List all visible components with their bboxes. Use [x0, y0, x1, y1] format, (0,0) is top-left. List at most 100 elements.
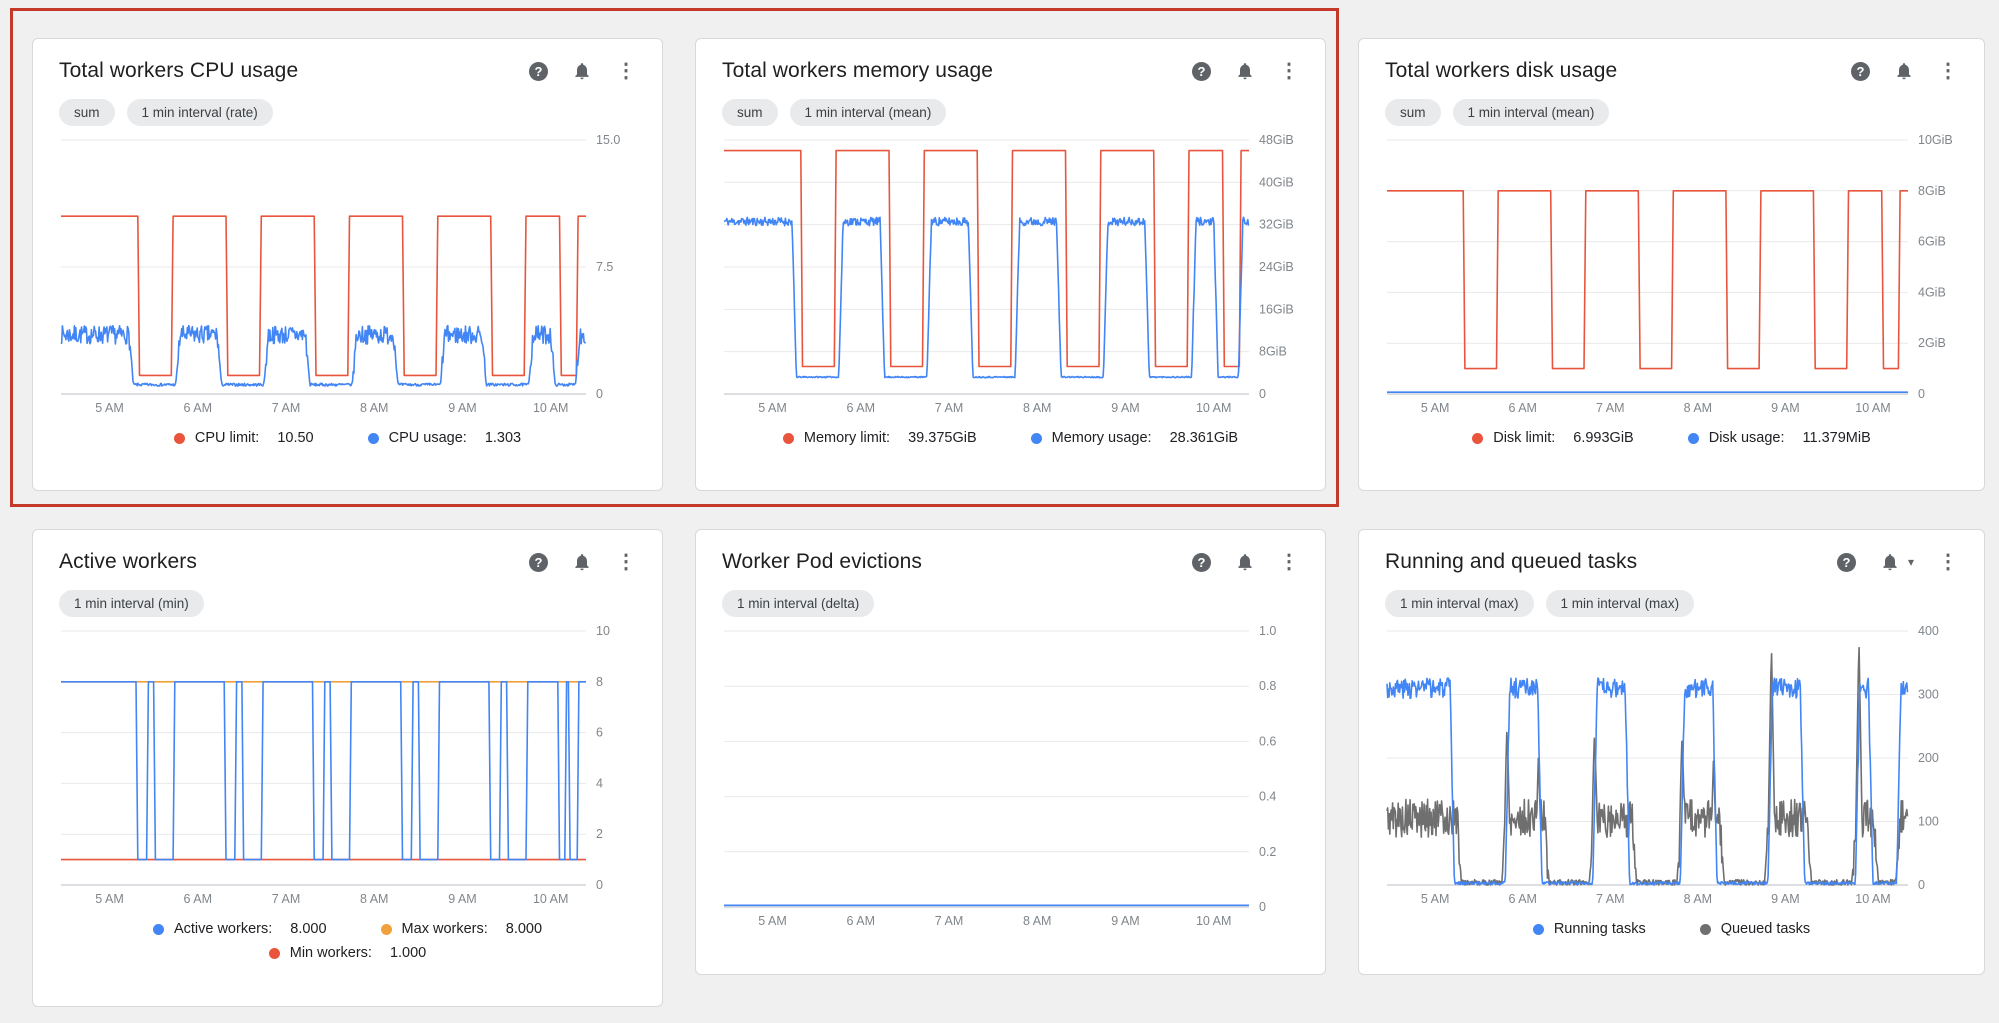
svg-text:6: 6: [596, 726, 603, 740]
legend-color-dot: [1687, 432, 1699, 444]
overflow-menu-icon[interactable]: ⋮: [616, 551, 636, 573]
card-header: Total workers memory usage ? ⋮: [722, 59, 1299, 83]
card-title: Total workers memory usage: [722, 59, 994, 82]
chart-config-chips: sum 1 min interval (mean): [1385, 99, 1958, 126]
alert-bell-icon[interactable]: [1235, 61, 1255, 81]
chart-config-chips: 1 min interval (delta): [722, 590, 1299, 617]
legend-disk-usage[interactable]: Disk usage: 11.379MiB: [1687, 430, 1871, 446]
legend-active-workers[interactable]: Active workers: 8.000: [152, 921, 327, 937]
svg-text:16GiB: 16GiB: [1259, 302, 1294, 316]
svg-text:6GiB: 6GiB: [1918, 235, 1946, 249]
card-running-and-queued-tasks: Running and queued tasks ? ▾ ⋮ 1 min int…: [1358, 529, 1985, 975]
legend-cpu-limit[interactable]: CPU limit: 10.50: [173, 430, 314, 446]
svg-text:300: 300: [1918, 688, 1939, 702]
legend-max-workers[interactable]: Max workers: 8.000: [380, 921, 542, 937]
overflow-menu-icon[interactable]: ⋮: [1938, 60, 1958, 82]
svg-text:0.2: 0.2: [1259, 845, 1276, 859]
card-header-actions: ? ⋮: [1851, 59, 1958, 81]
overflow-menu-icon[interactable]: ⋮: [616, 60, 636, 82]
alert-bell-icon[interactable]: [572, 61, 592, 81]
total-workers-memory-usage-chart[interactable]: 48GiB 40GiB 32GiB 24GiB 16GiB 8GiB 0 5 AM 6 AM 7 …: [722, 132, 1299, 420]
running-queued-tasks-chart[interactable]: 400 300 200 100 0 5 AM 6 AM 7 AM 8 AM 9 AM 10 AM: [1385, 623, 1958, 911]
svg-text:40GiB: 40GiB: [1259, 175, 1294, 189]
legend-color-dot: [1472, 432, 1484, 444]
help-icon[interactable]: ?: [1836, 552, 1856, 572]
interval-chip[interactable]: 1 min interval (delta): [722, 590, 875, 617]
svg-text:9 AM: 9 AM: [1771, 401, 1800, 415]
legend-label: Disk usage:: [1708, 430, 1785, 446]
bell-dropdown-caret-icon[interactable]: ▾: [1907, 555, 1914, 569]
card-header-actions: ? ⋮: [1192, 550, 1299, 572]
card-title: Running and queued tasks: [1385, 550, 1638, 573]
svg-text:5 AM: 5 AM: [95, 401, 124, 415]
aggregation-chip[interactable]: sum: [722, 99, 778, 126]
aggregation-chip[interactable]: sum: [1385, 99, 1441, 126]
svg-text:8 AM: 8 AM: [1684, 401, 1713, 415]
legend-cpu-usage[interactable]: CPU usage: 1.303: [367, 430, 522, 446]
card-header-actions: ? ⋮: [529, 59, 636, 81]
interval-chip[interactable]: 1 min interval (mean): [1452, 99, 1610, 126]
legend-disk-limit[interactable]: Disk limit: 6.993GiB: [1472, 430, 1634, 446]
legend-memory-usage[interactable]: Memory usage: 28.361GiB: [1030, 430, 1238, 446]
help-icon[interactable]: ?: [529, 552, 548, 572]
legend-memory-limit[interactable]: Memory limit: 39.375GiB: [782, 430, 977, 446]
card-header-actions: ? ⋮: [529, 550, 636, 572]
card-worker-pod-evictions: Worker Pod evictions ? ⋮ 1 min interval …: [695, 529, 1326, 975]
svg-text:10 AM: 10 AM: [533, 401, 568, 415]
svg-text:7 AM: 7 AM: [272, 892, 301, 906]
svg-text:32GiB: 32GiB: [1259, 218, 1294, 232]
interval-chip-running[interactable]: 1 min interval (max): [1385, 590, 1534, 617]
legend-label: Disk limit:: [1493, 430, 1556, 446]
legend-label: CPU usage:: [388, 430, 467, 446]
help-icon[interactable]: ?: [1192, 552, 1211, 572]
legend-value: 11.379MiB: [1802, 430, 1871, 446]
svg-text:6 AM: 6 AM: [1508, 401, 1537, 415]
legend-color-dot: [782, 432, 794, 444]
alert-bell-icon[interactable]: [1880, 552, 1900, 572]
legend-min-workers[interactable]: Min workers: 1.000: [268, 945, 426, 961]
interval-chip[interactable]: 1 min interval (min): [59, 590, 204, 617]
alert-bell-icon[interactable]: [1894, 61, 1914, 81]
help-icon[interactable]: ?: [529, 61, 548, 81]
legend-value: 6.993GiB: [1573, 430, 1634, 446]
svg-text:0: 0: [1918, 878, 1925, 892]
svg-text:10 AM: 10 AM: [533, 892, 568, 906]
svg-text:0.8: 0.8: [1259, 679, 1276, 693]
svg-text:9 AM: 9 AM: [1111, 914, 1140, 928]
svg-text:5 AM: 5 AM: [1421, 401, 1450, 415]
legend-color-dot: [268, 947, 280, 959]
overflow-menu-icon[interactable]: ⋮: [1938, 551, 1958, 573]
svg-text:9 AM: 9 AM: [1111, 401, 1140, 415]
interval-chip[interactable]: 1 min interval (mean): [789, 99, 947, 126]
alert-bell-icon[interactable]: [572, 552, 592, 572]
chart-legend: Memory limit: 39.375GiB Memory usage: 28…: [722, 430, 1299, 446]
svg-text:6 AM: 6 AM: [847, 914, 876, 928]
legend-value: 8.000: [290, 921, 327, 937]
card-title: Active workers: [59, 550, 197, 573]
overflow-menu-icon[interactable]: ⋮: [1279, 551, 1299, 573]
overflow-menu-icon[interactable]: ⋮: [1279, 60, 1299, 82]
card-header: Running and queued tasks ? ▾ ⋮: [1385, 550, 1958, 574]
svg-text:8 AM: 8 AM: [360, 401, 389, 415]
help-icon[interactable]: ?: [1192, 61, 1211, 81]
total-workers-cpu-usage-chart[interactable]: 15.0 7.5 0 5 AM 6 AM 7 AM 8 AM 9 AM 10 AM: [59, 132, 636, 420]
legend-running-tasks[interactable]: Running tasks: [1532, 921, 1646, 937]
svg-text:1.0: 1.0: [1259, 624, 1276, 638]
worker-pod-evictions-chart[interactable]: 1.0 0.8 0.6 0.4 0.2 0 5 AM 6 AM 7 AM 8 AM 9 AM 10 A…: [722, 623, 1299, 933]
svg-text:9 AM: 9 AM: [1771, 892, 1800, 906]
svg-text:8 AM: 8 AM: [1684, 892, 1713, 906]
active-workers-chart[interactable]: 10 8 6 4 2 0 5 AM 6 AM 7 AM 8 AM 9 AM 10 AM: [59, 623, 636, 911]
svg-text:7 AM: 7 AM: [1596, 892, 1625, 906]
legend-queued-tasks[interactable]: Queued tasks: [1699, 921, 1811, 937]
interval-chip-queued[interactable]: 1 min interval (max): [1545, 590, 1695, 617]
help-icon[interactable]: ?: [1851, 61, 1870, 81]
legend-value: 1.303: [484, 430, 522, 446]
interval-chip[interactable]: 1 min interval (rate): [126, 99, 273, 126]
card-header: Worker Pod evictions ? ⋮: [722, 550, 1299, 574]
card-active-workers: Active workers ? ⋮ 1 min interval (min) …: [32, 529, 663, 1007]
chart-config-chips: sum 1 min interval (rate): [59, 99, 636, 126]
aggregation-chip[interactable]: sum: [59, 99, 115, 126]
total-workers-disk-usage-chart[interactable]: 10GiB 8GiB 6GiB 4GiB 2GiB 0 5 AM 6 AM 7 AM 8 AM 9 …: [1385, 132, 1958, 420]
legend-label: Queued tasks: [1720, 921, 1811, 937]
alert-bell-icon[interactable]: [1235, 552, 1255, 572]
